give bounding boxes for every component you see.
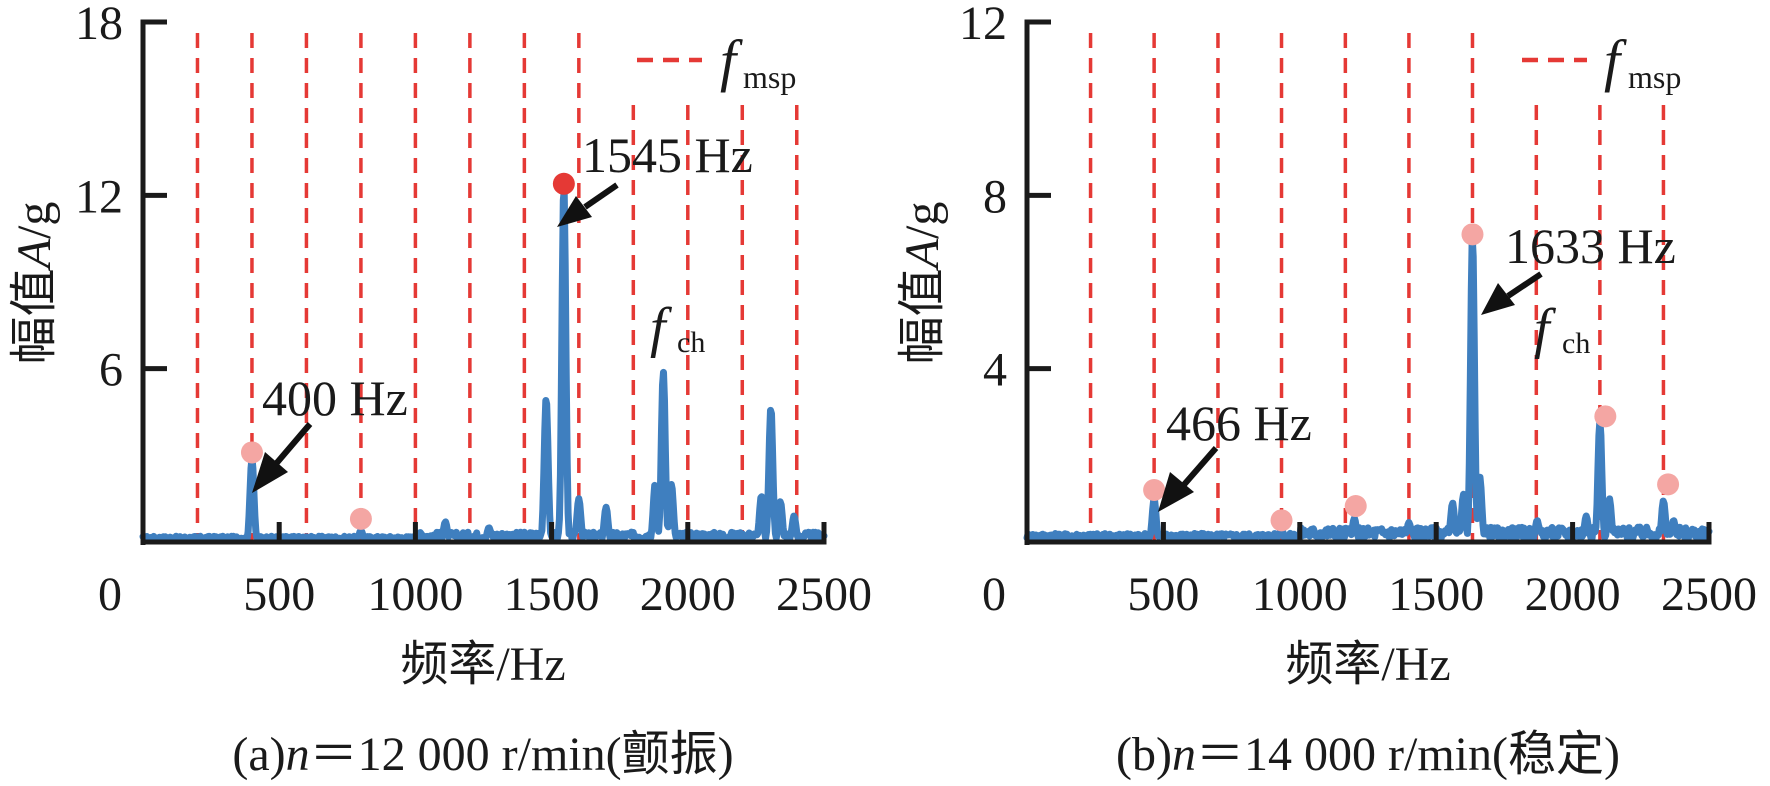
axes-a <box>140 19 827 545</box>
annotation-1633hz: 1633 Hz <box>1505 218 1676 274</box>
x-tick-label: 1000 <box>1252 568 1348 621</box>
arrow-400hz <box>252 422 313 493</box>
y-tick-label: 12 <box>959 0 1007 50</box>
panel-a: 6 12 18 0 500 1000 1500 2000 2500 f msp 400 Hz 1… <box>8 0 872 781</box>
caption-b: (b)n＝14 000 r/min(稳定) <box>1116 728 1620 781</box>
caption-a-var: n <box>286 728 310 781</box>
peak-marker <box>1461 223 1484 246</box>
annotation-1545hz: 1545 Hz <box>582 127 753 183</box>
markers-b <box>1143 223 1680 532</box>
x-tick-label: 0 <box>982 568 1006 621</box>
caption-a-prefix: (a) <box>232 728 285 781</box>
legend-sub-a: msp <box>743 59 796 95</box>
peak-marker <box>349 507 372 530</box>
peak-marker <box>552 172 575 195</box>
x-tick-label: 500 <box>1127 568 1199 621</box>
x-tick-label: 500 <box>243 568 315 621</box>
y-title-unit-b: /g <box>896 202 949 239</box>
legend-sub-b: msp <box>1628 59 1681 95</box>
x-tick-label: 0 <box>98 568 122 621</box>
y-tick-label: 12 <box>75 170 123 223</box>
caption-a-rest: ＝12 000 r/min(颤振) <box>310 728 734 781</box>
peak-marker <box>1594 405 1617 428</box>
tick-labels-b: 4 8 12 0 500 1000 1500 2000 2500 <box>959 0 1757 621</box>
caption-b-prefix: (b) <box>1116 728 1172 781</box>
y-tick-label: 4 <box>983 344 1007 397</box>
x-tick-label: 2500 <box>1661 568 1757 621</box>
y-title-text-b: 幅值 <box>896 268 949 364</box>
arrow-1545hz <box>557 182 619 227</box>
spectrum-a <box>139 187 828 544</box>
svg-text:幅值A/g: 幅值A/g <box>896 202 949 365</box>
y-title-var-b: A <box>896 238 949 271</box>
msp-lines-b <box>1088 33 1666 540</box>
tick-labels-a: 6 12 18 0 500 1000 1500 2000 2500 <box>75 0 872 621</box>
panel-b: 4 8 12 0 500 1000 1500 2000 2500 f msp 466 Hz 16… <box>896 0 1757 781</box>
caption-b-var: n <box>1172 728 1196 781</box>
annotation-fch-a: f <box>650 297 673 359</box>
svg-text:幅值A/g: 幅值A/g <box>8 202 61 365</box>
annotation-fch-sub-b: ch <box>1562 327 1590 360</box>
y-title-text-a: 幅值 <box>8 268 61 364</box>
arrow-466hz <box>1158 446 1219 512</box>
x-tick-label: 2500 <box>776 568 872 621</box>
y-tick-label: 6 <box>99 344 123 397</box>
spectrum-line <box>1023 233 1713 542</box>
y-title-unit-a: /g <box>8 202 61 239</box>
peak-marker <box>1657 473 1680 496</box>
y-title-var-a: A <box>8 238 61 271</box>
peak-marker <box>1143 479 1166 501</box>
peak-marker <box>1270 509 1293 532</box>
x-tick-label: 1500 <box>504 568 600 621</box>
y-axis-title-a: 幅值A/g <box>8 202 61 365</box>
annotation-fch-sub-a: ch <box>677 326 705 359</box>
x-tick-label: 1500 <box>1388 568 1484 621</box>
annotation-400hz: 400 Hz <box>262 370 408 426</box>
peak-marker <box>240 441 263 464</box>
y-tick-label: 18 <box>75 0 123 50</box>
x-tick-label: 2000 <box>640 568 736 621</box>
legend-symbol-b: f <box>1604 28 1627 93</box>
axes-b <box>1024 19 1712 545</box>
annotation-fch-b: f <box>1534 298 1557 360</box>
y-axis-title-b: 幅值A/g <box>896 202 949 365</box>
y-tick-label: 8 <box>983 170 1007 223</box>
peak-marker <box>1344 495 1367 518</box>
arrow-1633hz <box>1481 271 1543 315</box>
caption-a: (a)n＝12 000 r/min(颤振) <box>232 728 733 781</box>
markers-a <box>240 172 575 530</box>
x-tick-label: 2000 <box>1525 568 1621 621</box>
legend-symbol-a: f <box>720 28 743 93</box>
spectrum-line <box>139 187 828 544</box>
caption-b-rest: ＝14 000 r/min(稳定) <box>1196 728 1620 781</box>
spectrum-b <box>1023 233 1713 542</box>
annotation-466hz: 466 Hz <box>1166 395 1312 451</box>
x-axis-title-b: 频率/Hz <box>1285 638 1450 691</box>
x-axis-title-a: 频率/Hz <box>400 638 565 691</box>
x-tick-label: 1000 <box>367 568 463 621</box>
msp-lines-a <box>195 33 799 540</box>
